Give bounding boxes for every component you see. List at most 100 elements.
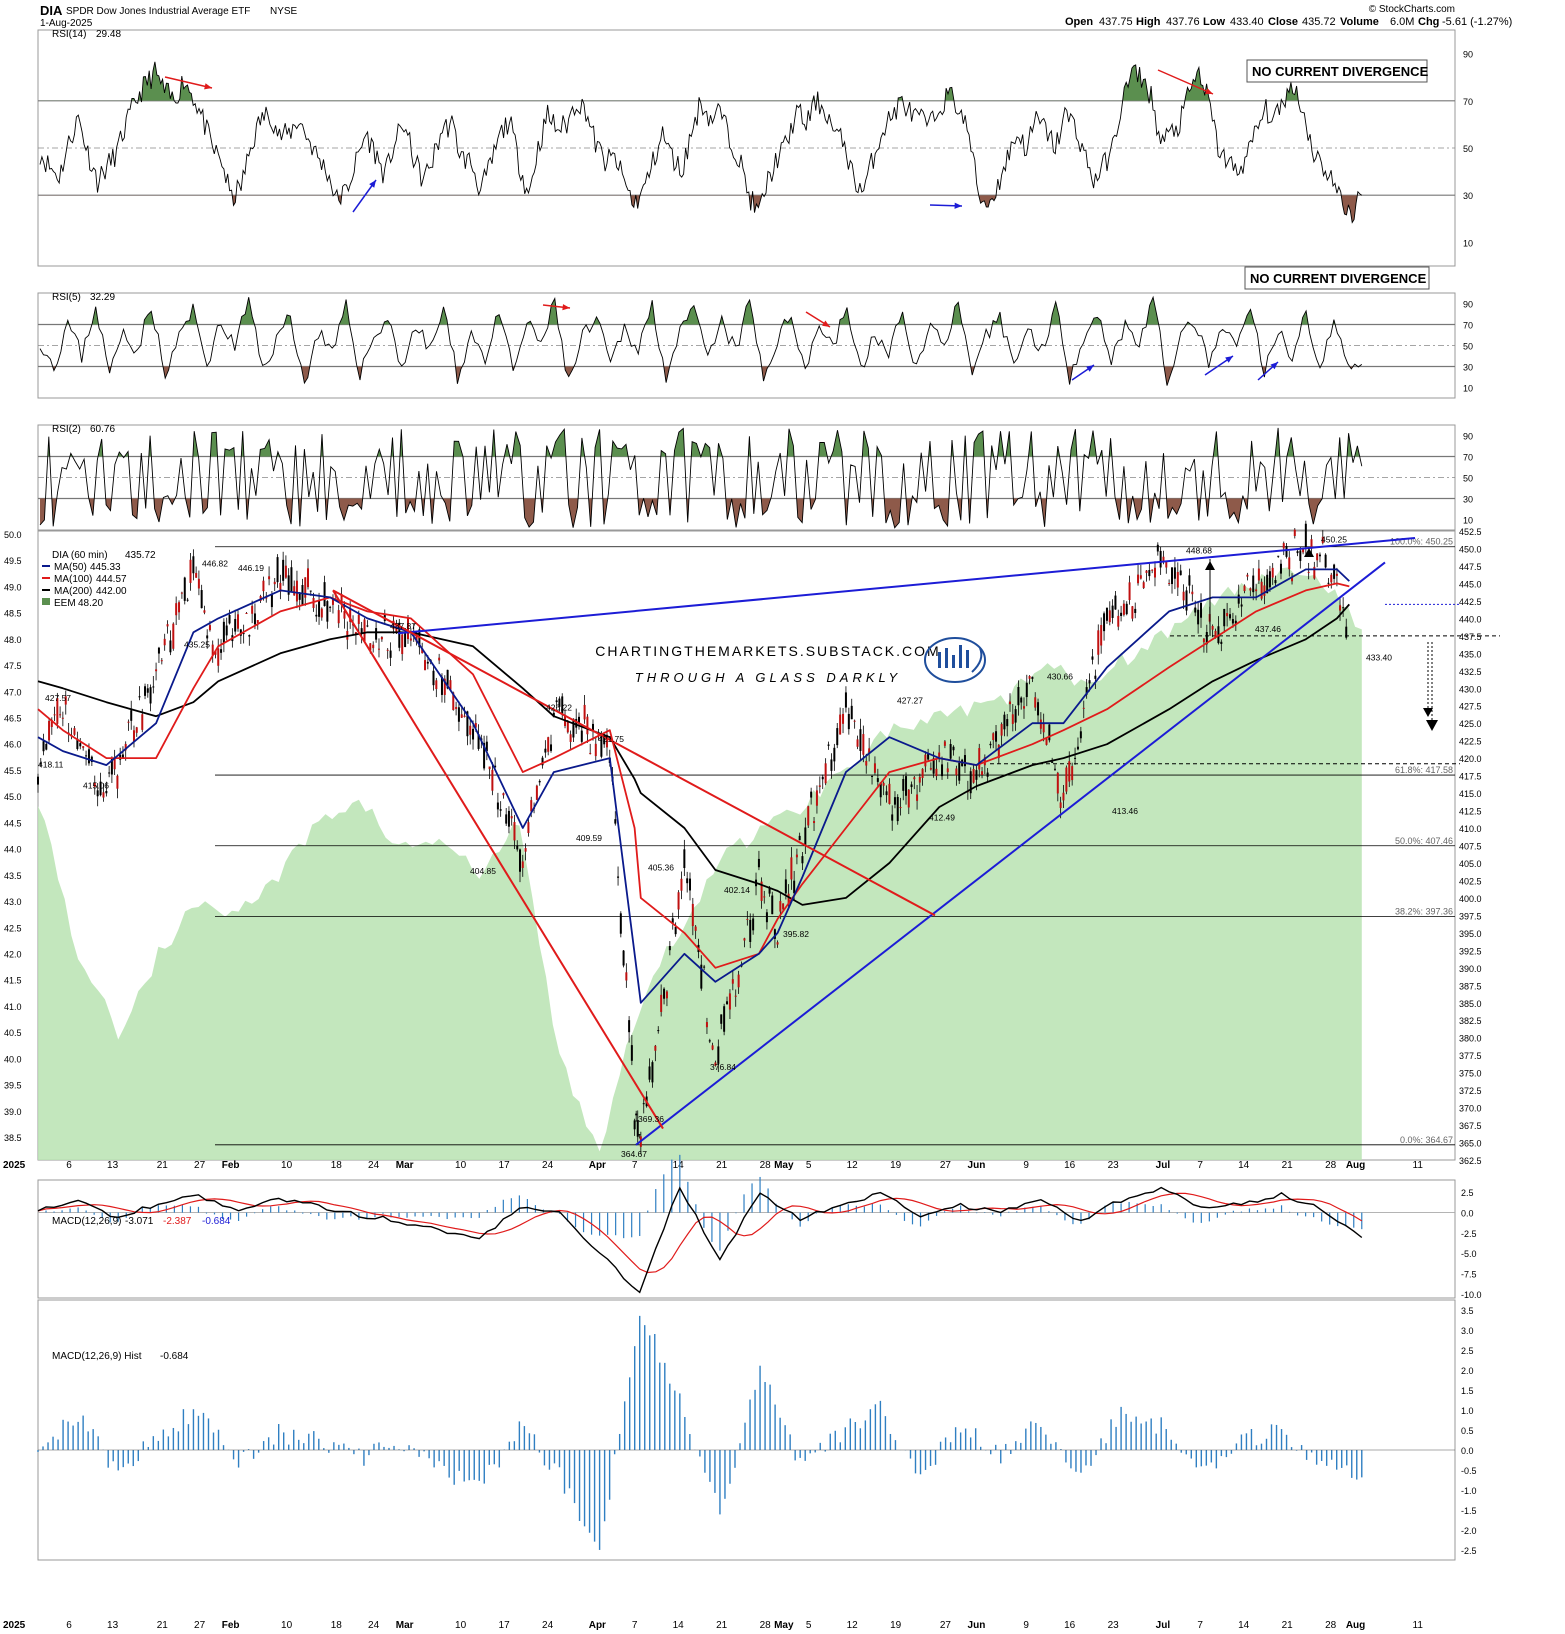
price-candle-body — [1296, 551, 1299, 554]
price-candle-body — [320, 608, 323, 618]
macd-label: MACD(12,26,9) — [52, 1216, 121, 1227]
price-left-axis-label: 40.0 — [4, 1054, 22, 1064]
price-candle-body — [1105, 607, 1108, 621]
price-candle-body — [192, 556, 195, 574]
price-left-axis-label: 39.0 — [4, 1107, 22, 1117]
price-candle-body — [435, 680, 438, 690]
x-axis-label: 19 — [890, 1160, 902, 1171]
price-right-axis-label: 452.5 — [1459, 527, 1482, 537]
price-right-axis-label: 412.5 — [1459, 807, 1482, 817]
price-candle-body — [372, 644, 375, 649]
price-candle-body — [743, 938, 746, 941]
price-candle-body — [415, 633, 418, 642]
price-annotation: 413.46 — [1112, 806, 1138, 816]
price-candle-body — [152, 686, 155, 688]
x-axis-label: 9 — [1023, 1620, 1029, 1631]
price-candle-body — [844, 692, 847, 708]
price-candle-body — [1059, 802, 1062, 808]
price-candle-body — [220, 649, 223, 653]
hist-value: -0.684 — [160, 1351, 189, 1362]
price-candle-body — [102, 792, 105, 798]
x-axis-label: 24 — [542, 1160, 554, 1171]
x-axis-label: 24 — [368, 1160, 380, 1171]
price-candle-body — [197, 578, 200, 589]
price-candle-body — [108, 772, 111, 774]
divergence-notes: NO CURRENT DIVERGENCE NO CURRENT DIVERGE… — [1244, 59, 1430, 290]
rsi2-axis-label: 70 — [1463, 453, 1473, 463]
x-axis-label: 9 — [1023, 1160, 1029, 1171]
price-candle-body — [527, 822, 530, 833]
price-candle-body — [443, 678, 446, 695]
price-candle-body — [992, 733, 995, 741]
price-right-axis-label: 417.5 — [1459, 772, 1482, 782]
price-candle-body — [717, 1046, 720, 1064]
price-candle-body — [1191, 591, 1194, 595]
price-annotation: 437.46 — [1255, 624, 1281, 634]
price-candle-body — [234, 618, 237, 632]
price-candle-body — [830, 759, 833, 771]
price-candle-body — [1165, 562, 1168, 568]
price-candle-body — [711, 1045, 714, 1050]
price-candle-body — [810, 791, 813, 798]
price-candle-body — [141, 714, 144, 730]
price-candle-body — [1335, 573, 1338, 576]
x-axis-label: 6 — [66, 1160, 72, 1171]
price-candle-body — [1302, 548, 1305, 553]
chg-label: Chg — [1418, 16, 1439, 28]
x-axis-label: 7 — [632, 1160, 638, 1171]
price-candle-body — [1022, 706, 1025, 709]
price-right-axis-label: 370.0 — [1459, 1104, 1482, 1114]
price-candle-body — [1108, 610, 1111, 623]
price-legend: MA(50) 445.33 MA(100) 444.57 MA(200) 442… — [42, 562, 127, 609]
price-candle-body — [589, 752, 592, 754]
price-candle-body — [804, 827, 807, 846]
price-candle-body — [782, 903, 785, 910]
price-candle-body — [200, 590, 203, 609]
price-candle-body — [1131, 606, 1134, 619]
price-candle-body — [96, 790, 99, 797]
price-candle-body — [287, 575, 290, 595]
price-candle-body — [815, 790, 818, 806]
price-candle-body — [913, 777, 916, 780]
price-candle-body — [938, 752, 941, 757]
hist-axis-label: -1.5 — [1461, 1506, 1477, 1516]
x-axis-label: 28 — [760, 1160, 772, 1171]
price-candle-body — [927, 754, 930, 760]
hist-axis-label: 3.5 — [1461, 1306, 1474, 1316]
price-candle-body — [703, 966, 706, 968]
legend-eem-value: 48.20 — [78, 598, 103, 609]
x-axis-label: 5 — [806, 1620, 812, 1631]
price-right-axis-label: 387.5 — [1459, 981, 1482, 991]
price-candle-body — [449, 680, 452, 690]
price-candle-body — [871, 775, 874, 777]
price-candle-body — [720, 1014, 723, 1024]
price-annotation: 364.67 — [621, 1149, 647, 1159]
price-candle-body — [273, 581, 276, 585]
price-candle-body — [79, 743, 82, 747]
price-candle-body — [1229, 614, 1232, 619]
price-left-axis-label: 42.5 — [4, 923, 22, 933]
price-candle-body — [160, 660, 163, 662]
price-left-axis-label: 42.0 — [4, 949, 22, 959]
price-candle-body — [1045, 738, 1048, 745]
price-annotation: 402.14 — [724, 885, 750, 895]
price-candle-body — [363, 619, 366, 642]
price-candle-body — [986, 772, 989, 777]
price-candle-body — [1299, 550, 1302, 561]
price-candle-body — [575, 718, 578, 728]
chart-header: DIA SPDR Dow Jones Industrial Average ET… — [40, 3, 1512, 29]
price-candle-body — [902, 779, 905, 791]
price-candle-body — [225, 625, 228, 636]
price-candle-body — [1134, 608, 1137, 613]
price-candle-body — [290, 567, 293, 592]
price-candle-body — [519, 849, 522, 872]
hist-panel-frame — [37, 1299, 1456, 1561]
price-candle-body — [113, 758, 116, 770]
price-candle-body — [1168, 583, 1171, 585]
price-candle-body — [708, 1040, 711, 1042]
low-label: Low — [1203, 16, 1225, 28]
price-value: 435.72 — [125, 550, 156, 561]
price-candle-body — [784, 879, 787, 894]
price-candle-body — [972, 769, 975, 783]
bar-chart-logo-icon — [924, 637, 986, 683]
